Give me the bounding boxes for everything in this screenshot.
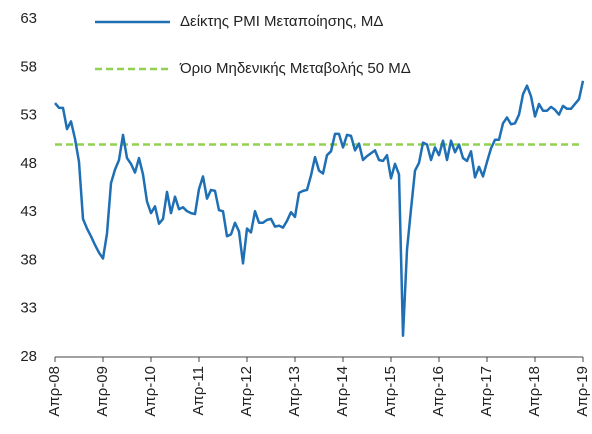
legend-label: Δείκτης PMI Μεταποίησης, ΜΔ [180, 13, 383, 30]
legend-label: Όριο Μηδενικής Μεταβολής 50 ΜΔ [179, 60, 411, 77]
y-tick-label: 28 [20, 348, 37, 365]
x-tick-label: Απρ-16 [430, 366, 447, 417]
y-tick-label: 33 [20, 300, 37, 317]
x-tick-label: Απρ-17 [478, 366, 495, 417]
x-tick-label: Απρ-14 [334, 366, 351, 417]
y-tick-label: 38 [20, 251, 37, 268]
y-tick-label: 43 [20, 203, 37, 220]
x-tick-label: Απρ-10 [142, 366, 159, 417]
x-tick-label: Απρ-18 [526, 366, 543, 417]
y-tick-label: 48 [20, 155, 37, 172]
y-tick-label: 53 [20, 107, 37, 124]
y-tick-label: 63 [20, 10, 37, 27]
x-tick-label: Απρ-08 [46, 366, 63, 417]
x-tick-label: Απρ-12 [238, 366, 255, 417]
x-tick-label: Απρ-09 [94, 366, 111, 417]
x-tick-label: Απρ-13 [286, 366, 303, 417]
x-tick-label: Απρ-15 [382, 366, 399, 417]
x-tick-label: Απρ-19 [574, 366, 591, 417]
y-tick-label: 58 [20, 58, 37, 75]
x-tick-label: Απρ-11 [190, 366, 207, 415]
line-series [54, 80, 585, 337]
